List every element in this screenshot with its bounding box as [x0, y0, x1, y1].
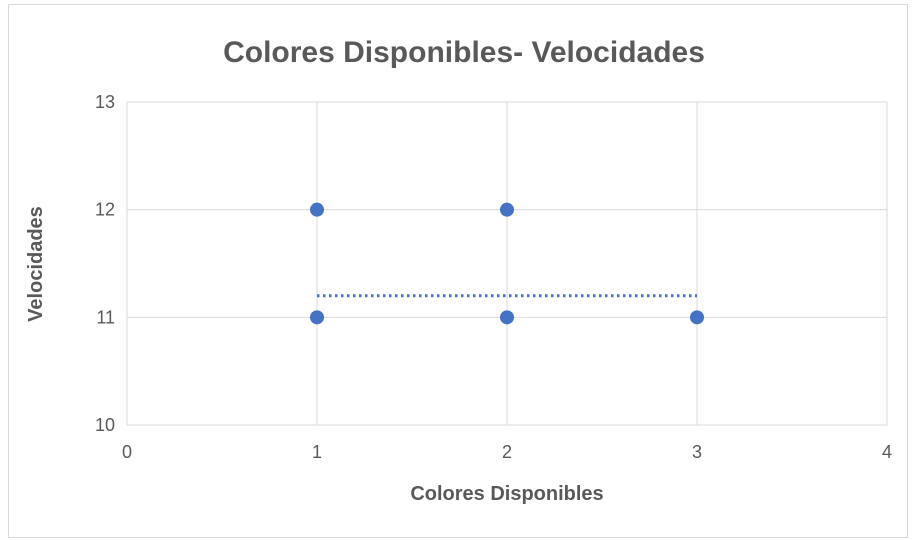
x-axis-title: Colores Disponibles [410, 483, 603, 505]
x-tick-label: 1 [312, 442, 322, 462]
x-tick-label: 0 [122, 442, 132, 462]
y-tick-label: 13 [95, 92, 115, 112]
y-axis-title: Velocidades [25, 206, 47, 322]
grid-lines [126, 101, 888, 426]
x-tick-label: 4 [882, 442, 892, 462]
x-tick-label: 3 [692, 442, 702, 462]
y-tick-label: 12 [95, 200, 115, 220]
data-point [500, 202, 514, 217]
data-point [500, 310, 514, 325]
x-tick-label: 2 [502, 442, 512, 462]
chart-frame [8, 4, 908, 538]
chart-title: Colores Disponibles- Velocidades [223, 36, 705, 69]
data-point [310, 310, 324, 325]
data-point [310, 202, 324, 217]
data-point [690, 310, 704, 325]
y-tick-label: 10 [95, 415, 115, 435]
y-tick-label: 11 [96, 307, 115, 327]
data-points [310, 202, 704, 325]
